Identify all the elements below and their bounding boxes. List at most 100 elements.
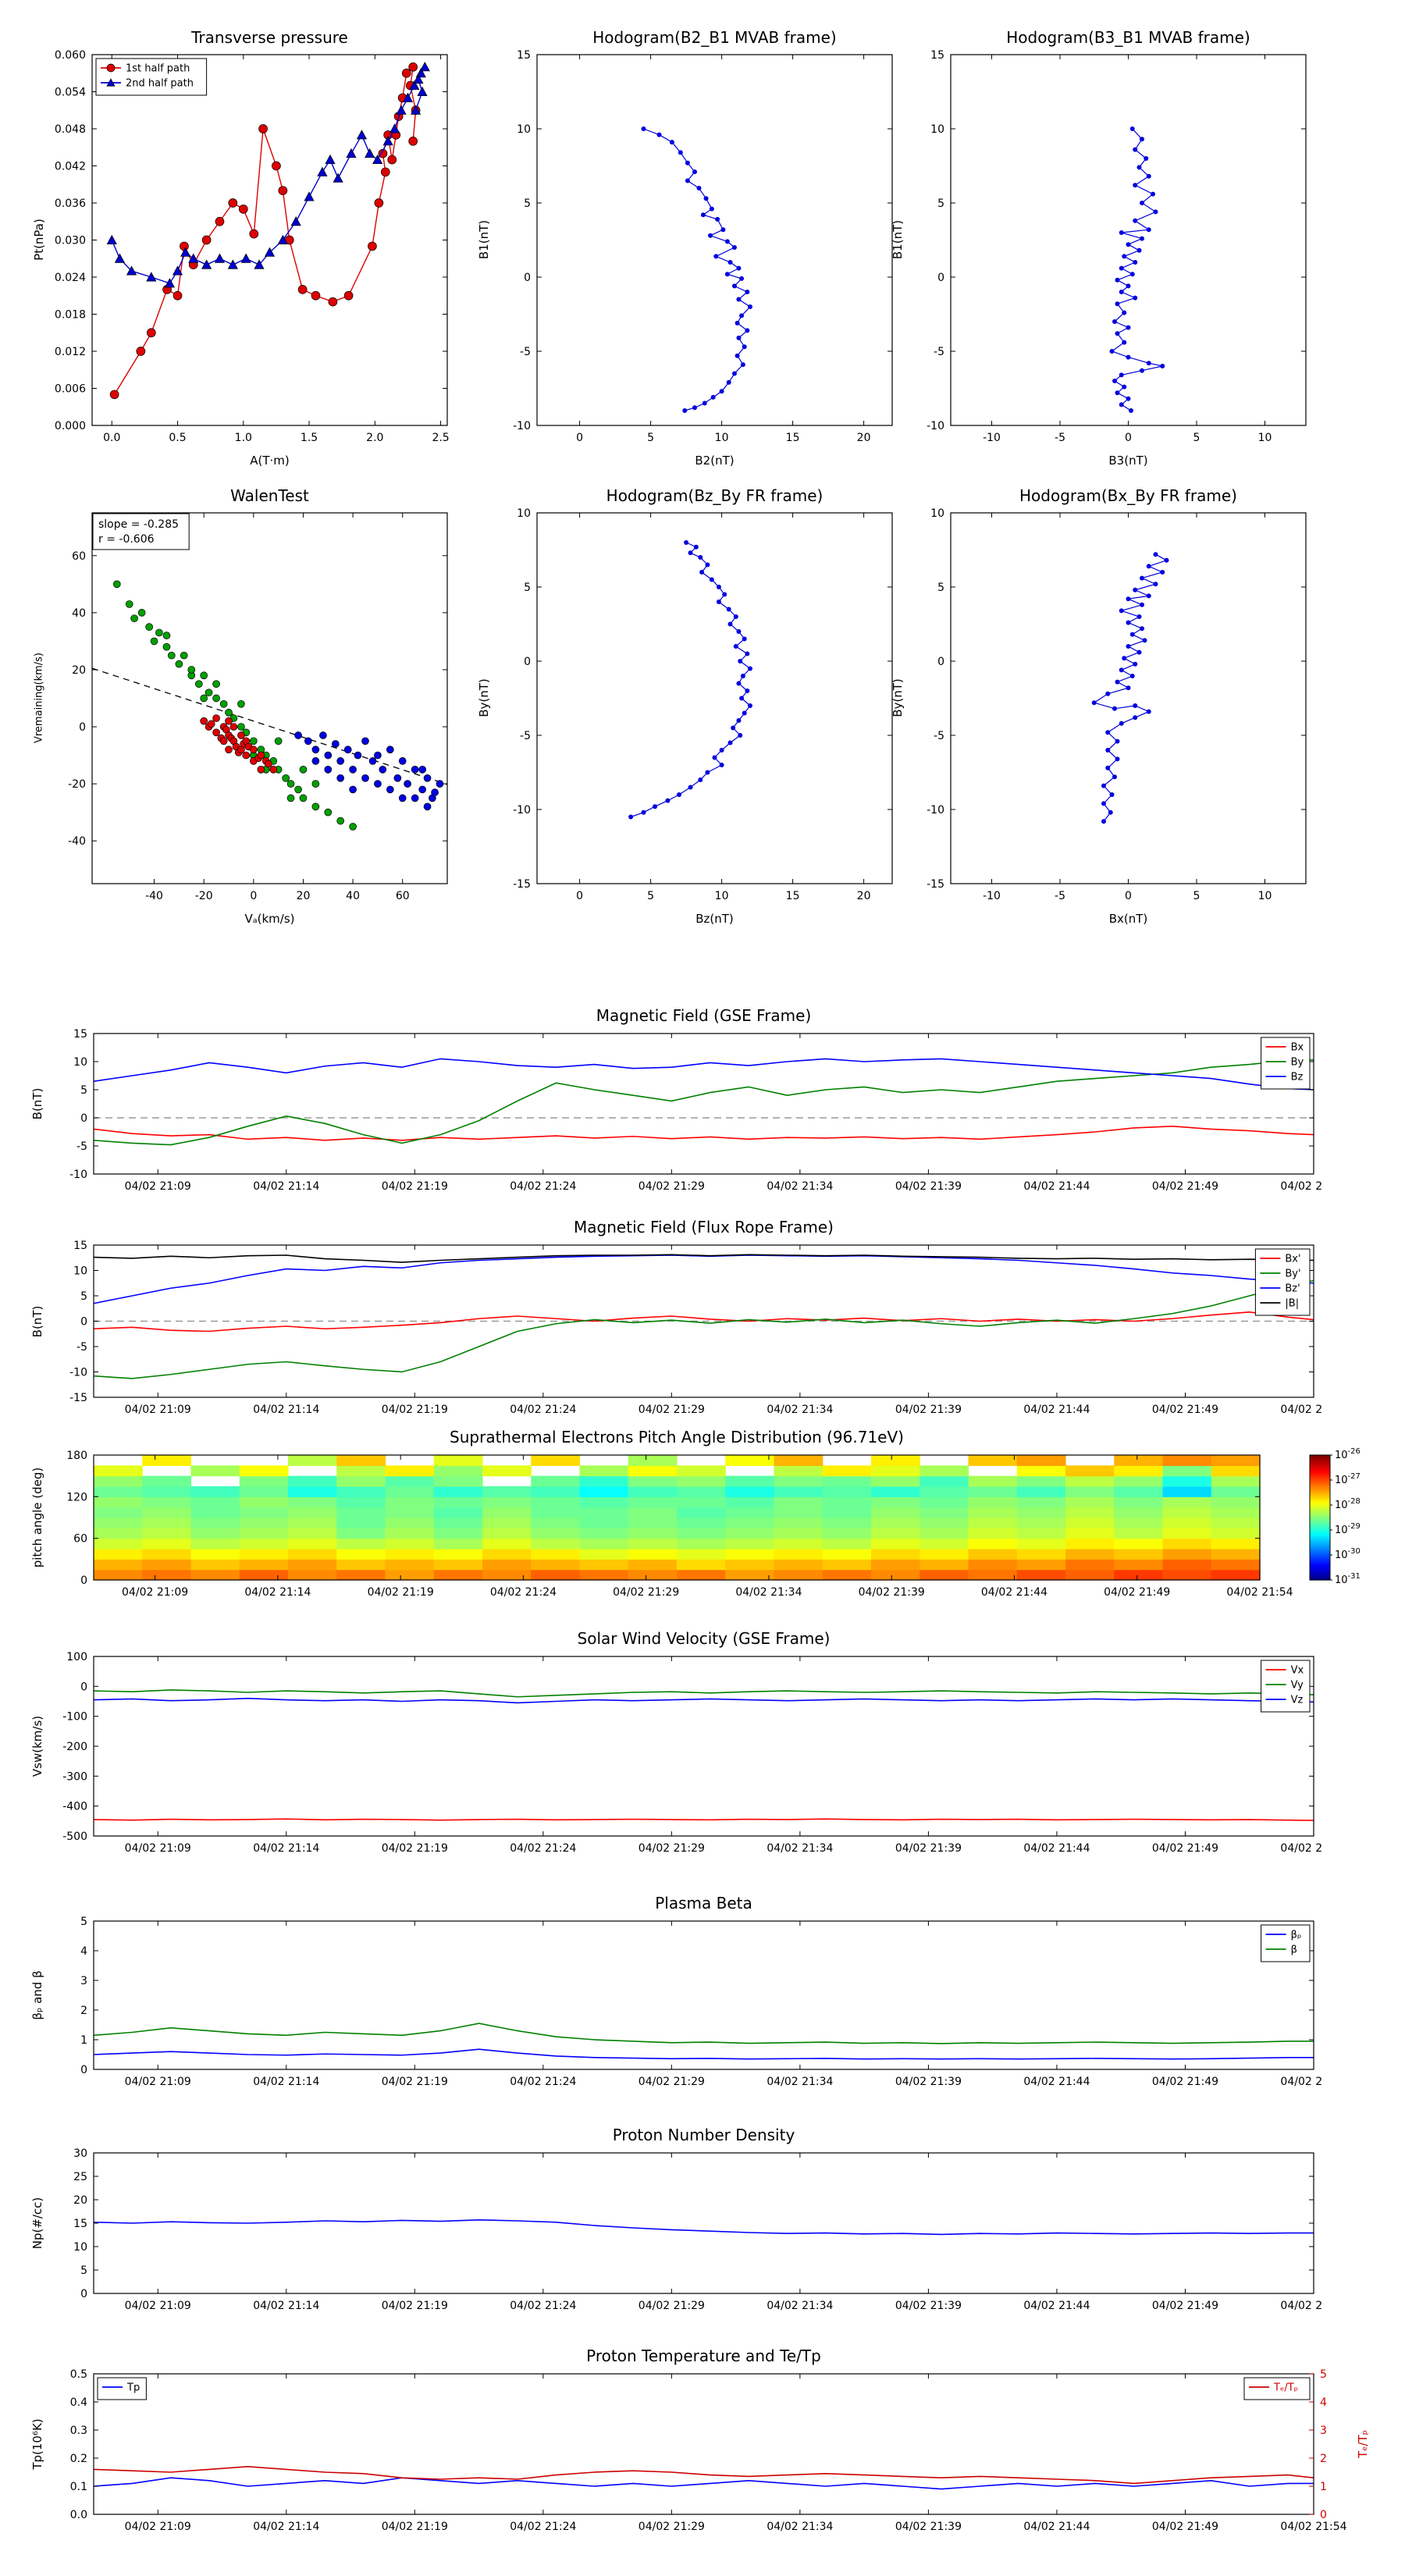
svg-text:1st half path: 1st half path [126, 63, 190, 75]
svg-text:04/02 21:49: 04/02 21:49 [1104, 1586, 1170, 1599]
plasma-beta-plot: 04/02 21:09 04/02 21:14 04/02 21:19 04/02 2… [80, 1916, 1323, 2088]
svg-text:04/02 21:34: 04/02 21:34 [767, 2521, 833, 2533]
x-axis-label: B2(nT) [695, 454, 735, 468]
svg-text:0.0: 0.0 [70, 2509, 87, 2521]
svg-text:04/02 21:54: 04/02 21:54 [1280, 2300, 1323, 2312]
svg-text:By: By [1291, 1057, 1304, 1069]
svg-text:1: 1 [1320, 2481, 1327, 2493]
svg-text:04/02 21:19: 04/02 21:19 [382, 2076, 448, 2088]
svg-text:20: 20 [857, 890, 871, 902]
svg-text:-10: -10 [983, 890, 1001, 902]
x-axis-label: B3(nT) [1108, 454, 1148, 468]
y-axis-label: By(nT) [891, 678, 905, 717]
svg-text:40: 40 [72, 607, 86, 620]
svg-text:Vx: Vx [1291, 1665, 1304, 1677]
svg-text:-10: -10 [69, 1367, 87, 1379]
svg-text:2.0: 2.0 [366, 432, 383, 444]
svg-text:30: 30 [73, 2147, 87, 2160]
y-axis-label: B(nT) [30, 1305, 44, 1338]
svg-text:-5: -5 [520, 730, 531, 742]
svg-text:10: 10 [715, 432, 729, 444]
svg-text:04/02 21:19: 04/02 21:19 [382, 1842, 448, 1855]
svg-text:0.5: 0.5 [70, 2368, 87, 2381]
svg-text:-5: -5 [76, 1341, 87, 1354]
chart-title: Suprathermal Electrons Pitch Angle Distr… [450, 1428, 904, 1446]
svg-text:04/02 21:14: 04/02 21:14 [253, 1842, 319, 1855]
svg-text:04/02 21:49: 04/02 21:49 [1152, 1404, 1218, 1416]
panel-transverse-pressure: Transverse pressure Pt(nPa) A(T·m) 0.0 0.… [23, 20, 457, 484]
svg-text:0: 0 [524, 272, 531, 284]
y-axis-label: Vremaining(km/s) [33, 652, 45, 744]
svg-text:r = -0.606: r = -0.606 [98, 533, 155, 546]
svg-text:-500: -500 [62, 1831, 87, 1843]
svg-text:15: 15 [73, 1028, 87, 1041]
svg-text:5: 5 [647, 432, 654, 444]
hodogram-bzby-plot: 0 5 10 15 20 -15 -10 -5 0 5 10 [513, 507, 893, 902]
chart-title: Solar Wind Velocity (GSE Frame) [577, 1629, 831, 1648]
svg-text:04/02 21:44: 04/02 21:44 [1023, 2076, 1090, 2088]
svg-text:0.042: 0.042 [55, 161, 86, 173]
svg-text:0: 0 [80, 2288, 87, 2300]
svg-text:04/02 21:54: 04/02 21:54 [1280, 1404, 1323, 1416]
svg-text:5: 5 [524, 197, 531, 210]
svg-text:3: 3 [1320, 2425, 1327, 2437]
svg-text:04/02 21:34: 04/02 21:34 [767, 1180, 833, 1193]
chart-title: Hodogram(Bx_By FR frame) [1019, 486, 1237, 505]
bfield-flux-rope-plot: 04/02 21:09 04/02 21:14 04/02 21:19 04/02 2… [69, 1240, 1323, 1416]
svg-text:0.024: 0.024 [55, 272, 86, 284]
svg-text:15: 15 [930, 49, 944, 62]
svg-text:-5: -5 [934, 346, 944, 358]
y-axis-label: Vsw(km/s) [30, 1715, 44, 1777]
svg-text:60: 60 [72, 550, 86, 563]
svg-text:15: 15 [73, 2218, 87, 2230]
svg-text:By': By' [1285, 1268, 1300, 1280]
svg-text:04/02 21:49: 04/02 21:49 [1152, 2521, 1218, 2533]
svg-text:0: 0 [79, 721, 86, 734]
svg-text:1.0: 1.0 [235, 432, 252, 444]
svg-text:0: 0 [80, 1316, 87, 1329]
svg-text:0.000: 0.000 [55, 420, 86, 432]
svg-text:5: 5 [937, 582, 944, 594]
svg-text:04/02 21:39: 04/02 21:39 [895, 1404, 962, 1416]
svg-text:0: 0 [1320, 2509, 1327, 2521]
svg-text:180: 180 [66, 1450, 87, 1462]
chart-title: Magnetic Field (Flux Rope Frame) [574, 1218, 834, 1236]
svg-text:10-28: 10-28 [1335, 1497, 1361, 1511]
svg-text:-20: -20 [68, 778, 86, 791]
svg-text:04/02 21:29: 04/02 21:29 [613, 1586, 679, 1599]
proton-density-plot: 04/02 21:09 04/02 21:14 04/02 21:19 04/02 2… [73, 2147, 1323, 2312]
svg-text:25: 25 [73, 2171, 87, 2183]
svg-text:04/02 21:19: 04/02 21:19 [382, 1180, 448, 1193]
svg-text:10: 10 [517, 507, 531, 520]
svg-text:04/02 21:54: 04/02 21:54 [1280, 1180, 1323, 1193]
y-axis-label: Pt(nPa) [32, 219, 46, 261]
chart-title: Plasma Beta [655, 1894, 752, 1912]
svg-text:Bx: Bx [1291, 1042, 1304, 1054]
svg-text:Vy: Vy [1291, 1680, 1304, 1692]
panel-bfield-gse: Magnetic Field (GSE Frame) B(nT) 04/02 2… [23, 1002, 1323, 1197]
svg-text:100: 100 [66, 1651, 87, 1663]
svg-text:10-31: 10-31 [1335, 1572, 1361, 1586]
svg-text:5: 5 [937, 197, 944, 210]
svg-text:15: 15 [786, 890, 800, 902]
svg-text:5: 5 [80, 1916, 87, 1928]
svg-text:5: 5 [524, 582, 531, 594]
svg-text:0: 0 [80, 1112, 87, 1125]
svg-text:0: 0 [1125, 890, 1132, 902]
y-axis-label: B1(nT) [891, 219, 905, 260]
svg-text:04/02 21:34: 04/02 21:34 [767, 1842, 833, 1855]
svg-text:04/02 21:44: 04/02 21:44 [1023, 1404, 1090, 1416]
svg-text:0: 0 [576, 432, 583, 444]
panel-hodogram-bxby: Hodogram(Bx_By FR frame) By(nT) Bx(nT) -… [882, 478, 1315, 942]
svg-text:04/02 21:09: 04/02 21:09 [125, 1404, 191, 1416]
y-axis-label: Tp(10⁶K) [30, 2418, 44, 2470]
transverse-pressure-plot: 0.0 0.5 1.0 1.5 2.0 2.5 0.000 0.006 0.012 0.018 0.… [55, 49, 450, 444]
svg-text:-10: -10 [513, 804, 531, 817]
svg-text:0.1: 0.1 [70, 2481, 87, 2493]
svg-text:04/02 21:29: 04/02 21:29 [638, 1404, 705, 1416]
svg-text:10: 10 [930, 123, 944, 136]
panel-hodogram-bzby: Hodogram(Bz_By FR frame) By(nT) Bz(nT) 0… [468, 478, 902, 942]
svg-text:04/02 21:34: 04/02 21:34 [767, 2300, 833, 2312]
svg-text:|B|: |B| [1285, 1298, 1299, 1310]
svg-text:Tₑ/Tₚ: Tₑ/Tₚ [1273, 2382, 1298, 2394]
